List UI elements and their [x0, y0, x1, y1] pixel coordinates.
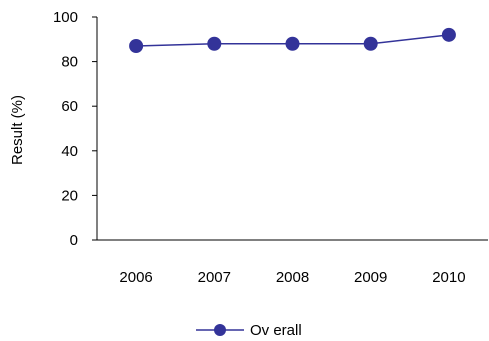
x-tick-label: 2007 — [198, 269, 231, 286]
data-point — [129, 38, 144, 53]
data-point — [285, 36, 300, 51]
legend: Ov erall — [196, 322, 302, 339]
series-group — [129, 27, 456, 53]
data-point — [363, 36, 378, 51]
y-tick-label: 80 — [61, 54, 78, 71]
x-tick-label: 2008 — [276, 269, 309, 286]
y-tick-label: 100 — [53, 9, 78, 26]
x-tick-labels: 2006 2007 2008 2009 2010 — [119, 269, 465, 286]
y-axis-title: Result (%) — [9, 95, 26, 165]
y-tick-label: 0 — [70, 232, 78, 249]
data-point — [441, 27, 456, 42]
data-point — [207, 36, 222, 51]
y-tick-label: 40 — [61, 143, 78, 160]
legend-marker — [214, 324, 226, 336]
legend-label: Ov erall — [250, 322, 302, 339]
y-tick-labels: 0 20 40 60 80 100 — [53, 9, 97, 249]
x-tick-label: 2006 — [119, 269, 152, 286]
y-tick-label: 20 — [61, 187, 78, 204]
x-tick-label: 2010 — [432, 269, 465, 286]
x-tick-label: 2009 — [354, 269, 387, 286]
y-tick-label: 60 — [61, 98, 78, 115]
